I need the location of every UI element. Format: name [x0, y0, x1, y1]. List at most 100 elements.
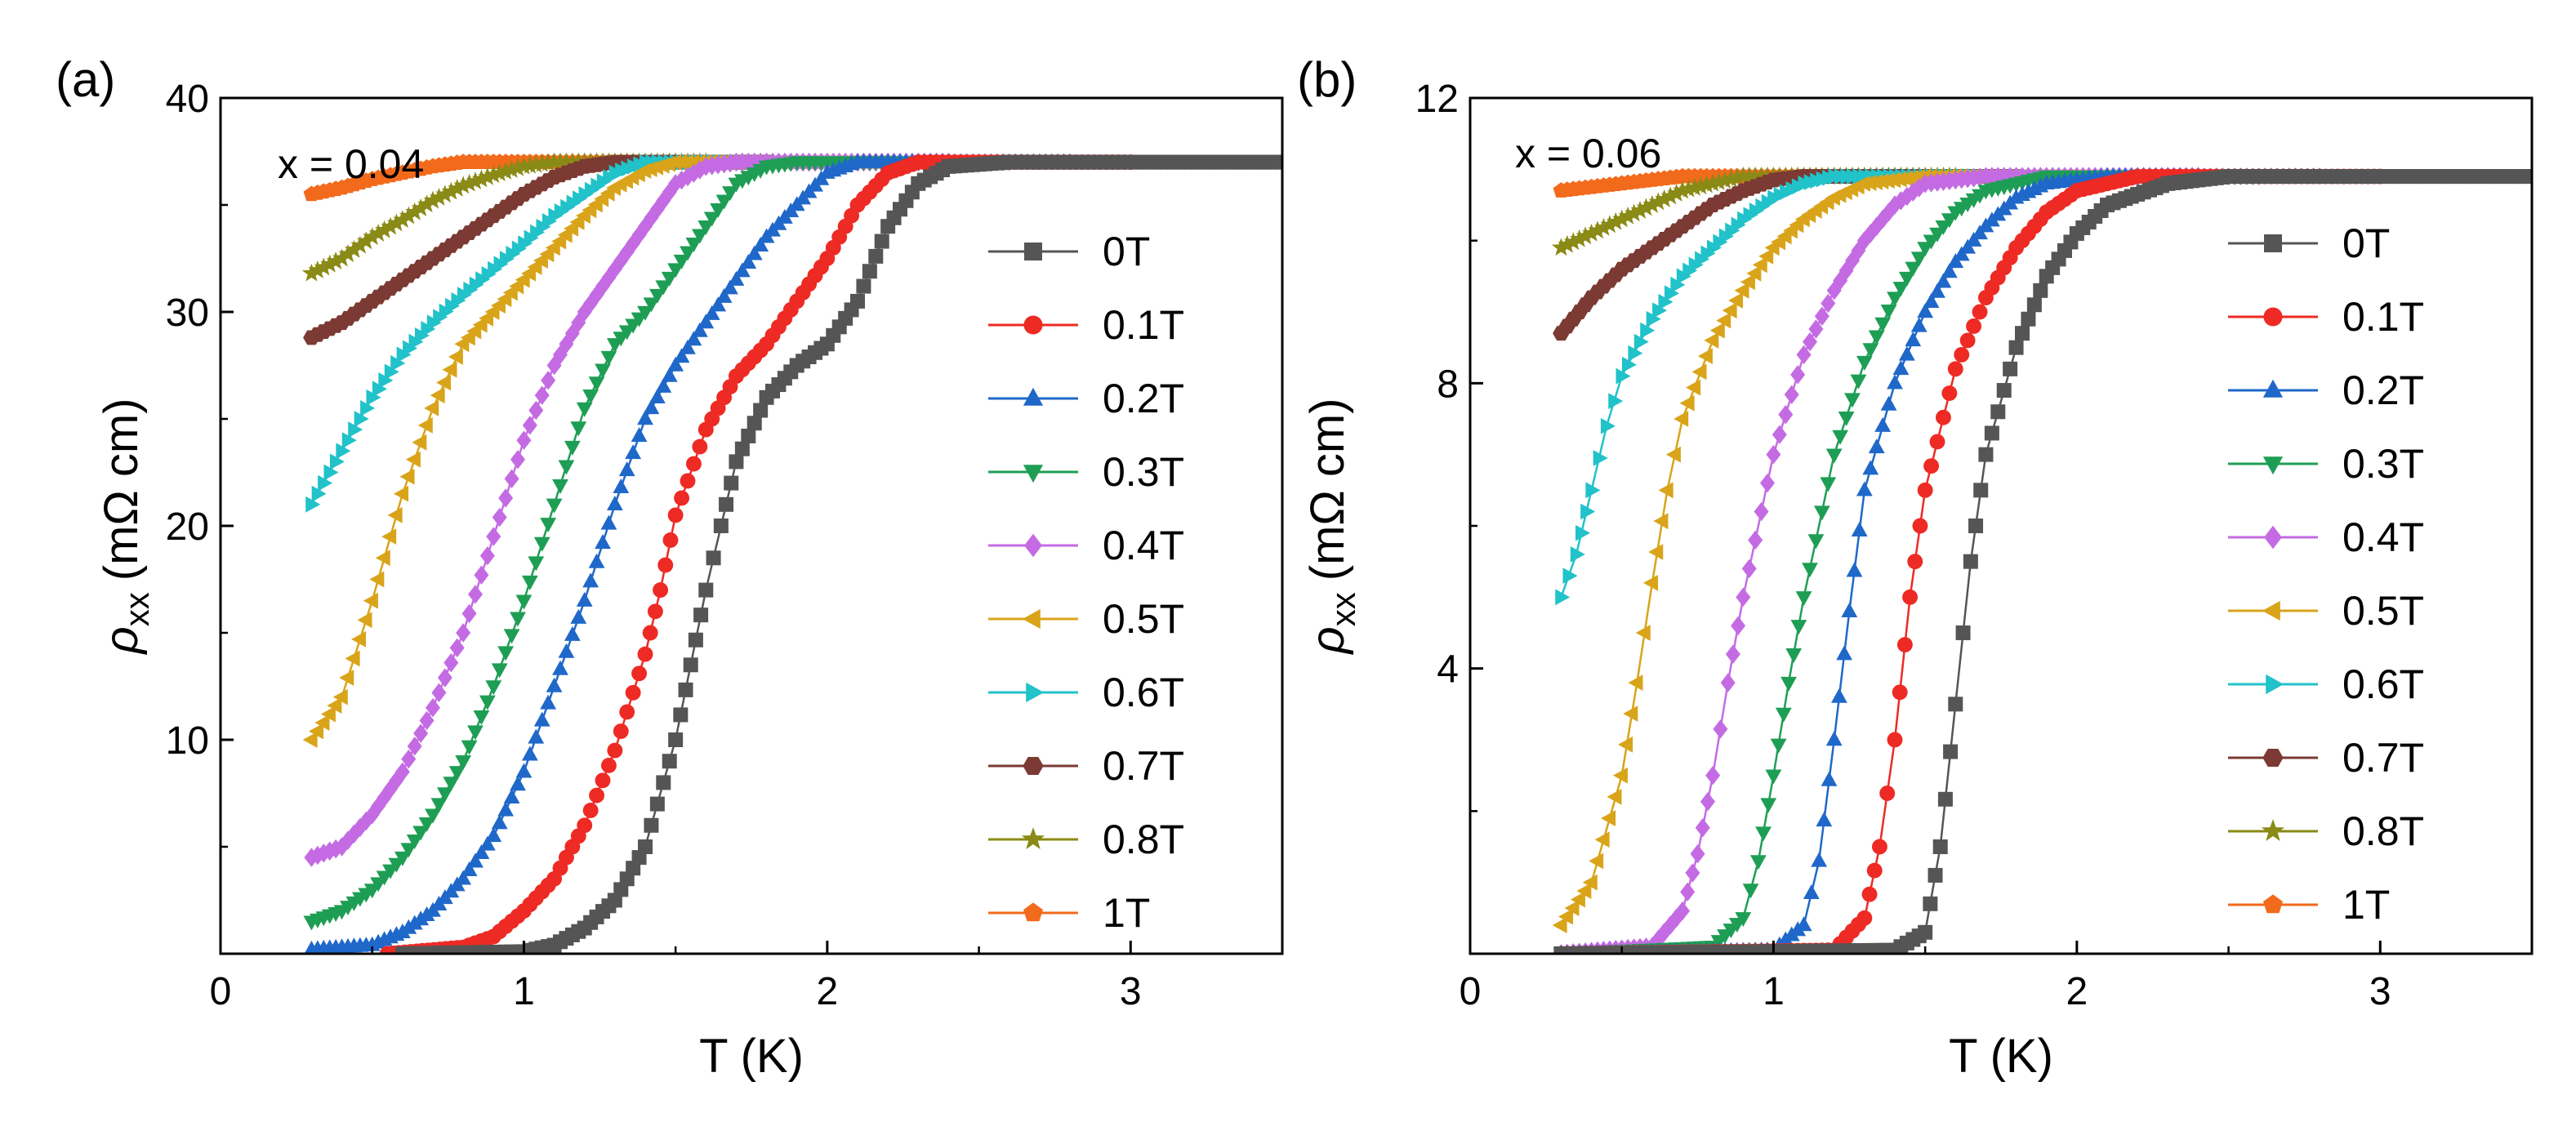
data-point — [1963, 554, 1978, 569]
data-point — [442, 361, 457, 378]
data-point — [1856, 481, 1873, 496]
legend-marker — [2264, 234, 2282, 252]
legend-label: 0T — [1103, 229, 1150, 274]
data-point — [1628, 674, 1643, 692]
data-point — [461, 740, 478, 755]
y-axis-title: ρxx (mΩ cm) — [1301, 398, 1362, 656]
data-point — [320, 254, 340, 273]
data-point — [386, 213, 406, 232]
data-point — [1673, 180, 1692, 199]
data-point — [332, 688, 348, 705]
data-point — [680, 339, 696, 354]
data-point — [1555, 589, 1571, 606]
data-point — [1831, 688, 1847, 703]
data-point — [678, 682, 693, 697]
data-point — [625, 444, 642, 460]
data-point — [1917, 482, 1933, 498]
legend-label: 0.8T — [1103, 817, 1184, 862]
data-point — [466, 171, 485, 190]
data-point — [1832, 430, 1849, 445]
data-point — [741, 428, 756, 443]
data-point — [394, 762, 410, 781]
x-axis-title: T (K) — [1949, 1030, 2053, 1083]
data-point — [1813, 505, 1830, 521]
data-point — [625, 684, 641, 701]
y-tick-label: 30 — [166, 292, 209, 335]
data-point — [1803, 332, 1817, 352]
data-point — [1825, 731, 1843, 746]
data-point — [1785, 648, 1803, 663]
y-axis-symbol: ρ — [1301, 626, 1354, 655]
data-point — [856, 278, 871, 294]
data-point — [667, 356, 684, 372]
data-point — [1846, 562, 1863, 577]
data-point — [497, 801, 515, 817]
data-point — [449, 638, 465, 658]
data-point — [461, 861, 478, 877]
data-point — [508, 158, 528, 176]
data-point — [1880, 305, 1897, 320]
data-point — [2003, 361, 2018, 376]
data-point — [2026, 297, 2042, 313]
data-point — [662, 754, 677, 769]
data-point — [1947, 361, 1963, 377]
legend-label: 0.1T — [2342, 294, 2424, 340]
data-point — [510, 612, 526, 627]
data-point — [496, 161, 515, 180]
data-point — [1612, 767, 1628, 784]
data-point — [515, 763, 533, 778]
y-tick-label: 8 — [1437, 363, 1459, 406]
data-point — [1871, 839, 1887, 855]
data-point — [1898, 271, 1915, 287]
data-point — [1746, 265, 1762, 282]
data-point — [588, 553, 605, 568]
data-point — [1954, 346, 1970, 363]
data-point — [1955, 625, 1971, 640]
data-point — [368, 223, 388, 242]
data-point — [378, 372, 394, 389]
data-point — [1640, 322, 1656, 339]
data-point — [600, 350, 617, 366]
data-point — [1660, 186, 1680, 205]
data-point — [514, 156, 533, 175]
data-point — [1716, 312, 1731, 329]
data-point — [1868, 438, 1885, 454]
data-point — [747, 416, 762, 431]
data-point — [381, 528, 397, 545]
data-point — [350, 235, 370, 254]
data-point — [648, 288, 666, 304]
data-point — [713, 519, 729, 533]
data-point — [541, 371, 556, 390]
data-point — [453, 176, 473, 194]
data-point — [1697, 175, 1717, 194]
legend-label: 0.1T — [1103, 302, 1184, 348]
data-point — [418, 817, 435, 832]
legend-item: 0.3T — [988, 449, 1184, 495]
data-point — [1861, 886, 1878, 902]
data-point — [648, 389, 666, 403]
data-point — [1628, 345, 1643, 362]
data-point — [595, 534, 611, 550]
data-point — [613, 478, 630, 494]
data-point — [1691, 176, 1710, 195]
data-point — [394, 851, 411, 866]
data-point — [1790, 620, 1807, 635]
data-point — [1984, 425, 1999, 441]
data-point — [667, 507, 684, 523]
legend-item: 0.3T — [2228, 441, 2424, 487]
data-point — [1669, 908, 1684, 928]
data-point — [474, 565, 489, 585]
data-point — [354, 411, 369, 427]
data-point — [1740, 274, 1755, 291]
legend-item: 0.8T — [988, 817, 1184, 862]
data-point — [498, 488, 514, 508]
data-point — [1734, 282, 1749, 299]
data-point — [516, 430, 532, 450]
data-point — [1910, 317, 1928, 332]
legend-marker — [2262, 894, 2284, 914]
data-point — [1704, 332, 1719, 349]
data-point — [703, 211, 720, 227]
data-point — [1887, 732, 1903, 748]
data-point — [1721, 169, 1740, 188]
data-point — [674, 490, 690, 506]
